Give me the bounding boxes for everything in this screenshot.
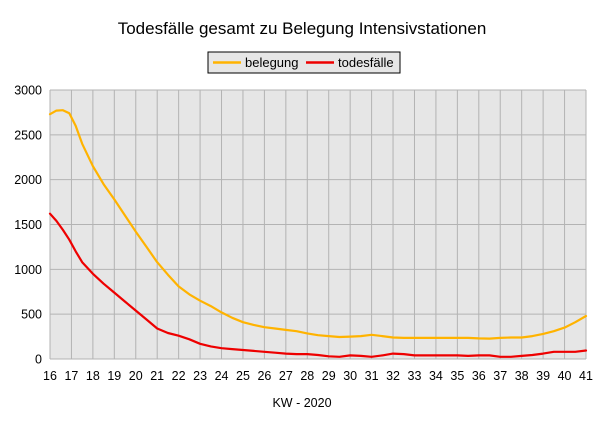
chart-title: Todesfälle gesamt zu Belegung Intensivst…	[118, 19, 487, 38]
x-tick-label: 36	[472, 369, 486, 383]
y-tick-label: 1500	[14, 218, 42, 232]
x-tick-label: 27	[279, 369, 293, 383]
y-tick-label: 2000	[14, 173, 42, 187]
x-axis-label: KW - 2020	[272, 396, 331, 410]
x-tick-label: 32	[386, 369, 400, 383]
x-tick-label: 24	[215, 369, 229, 383]
x-tick-label: 18	[86, 369, 100, 383]
x-tick-label: 20	[129, 369, 143, 383]
gridlines	[49, 89, 587, 360]
y-tick-label: 3000	[14, 84, 42, 98]
x-tick-label: 23	[193, 369, 207, 383]
series-line-belegung	[48, 109, 588, 340]
x-tick-label: 31	[365, 369, 379, 383]
series-line-todesfälle	[48, 212, 588, 358]
x-tick-label: 26	[257, 369, 271, 383]
x-tick-label: 33	[408, 369, 422, 383]
x-tick-label: 25	[236, 369, 250, 383]
x-tick-label: 21	[150, 369, 164, 383]
x-tick-label: 38	[515, 369, 529, 383]
y-axis: 0 500 1000 1500 2000 2500 3000	[14, 84, 42, 367]
x-axis: 16 17 18 19 20 21 22 23 24 25 26 27 28 29 30 31 32 33 34 35…	[43, 369, 593, 383]
x-tick-label: 39	[536, 369, 550, 383]
legend-box	[207, 51, 401, 74]
y-tick-label: 1000	[14, 263, 42, 277]
x-tick-label: 37	[493, 369, 507, 383]
x-tick-label: 22	[172, 369, 186, 383]
x-tick-label: 16	[43, 369, 57, 383]
x-tick-label: 17	[64, 369, 78, 383]
x-tick-label: 30	[343, 369, 357, 383]
y-tick-label: 0	[35, 353, 42, 367]
legend-label-todesfaelle: todesfälle	[338, 55, 394, 70]
legend: belegung todesfälle	[207, 51, 401, 74]
legend-label-belegung: belegung	[245, 55, 299, 70]
x-tick-label: 41	[579, 369, 593, 383]
x-tick-label: 28	[300, 369, 314, 383]
x-tick-label: 29	[322, 369, 336, 383]
x-tick-label: 40	[558, 369, 572, 383]
y-tick-label: 500	[21, 308, 42, 322]
series-group	[48, 109, 588, 358]
y-tick-label: 2500	[14, 128, 42, 142]
x-tick-label: 19	[107, 369, 121, 383]
x-tick-label: 35	[450, 369, 464, 383]
x-tick-label: 34	[429, 369, 443, 383]
